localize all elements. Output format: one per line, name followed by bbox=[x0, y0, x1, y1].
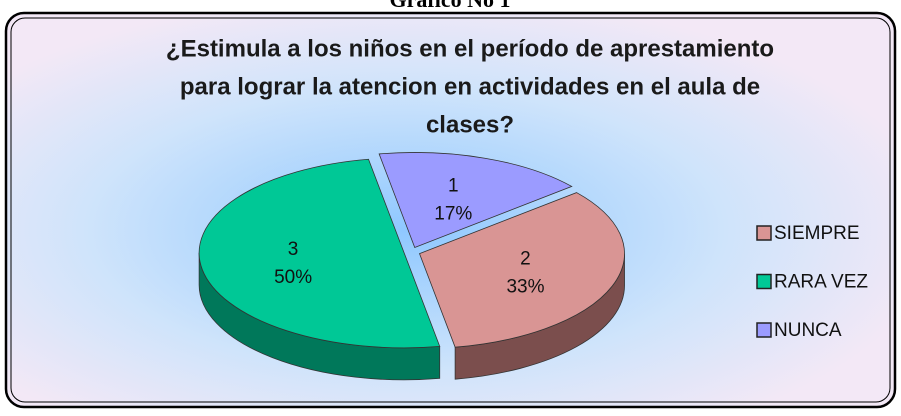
slice bbox=[419, 192, 625, 348]
slice-value-label: 3 bbox=[288, 239, 299, 260]
title-line: clases? bbox=[426, 111, 514, 138]
heading: Gráfico No 1 bbox=[390, 0, 511, 12]
title-line: para lograr la atencion en actividades e… bbox=[180, 73, 760, 100]
legend-swatch bbox=[756, 225, 772, 241]
legend-swatch bbox=[756, 322, 772, 338]
slice bbox=[199, 158, 441, 349]
legend-label: RARA VEZ bbox=[774, 272, 868, 293]
slice-value-label: 2 bbox=[520, 249, 531, 270]
slice-percent-label: 50% bbox=[274, 267, 312, 288]
legend-label: SIEMPRE bbox=[774, 223, 860, 244]
chart-frame-inner bbox=[10, 17, 891, 403]
legend-swatch bbox=[756, 273, 772, 290]
slice bbox=[378, 152, 573, 249]
title-line: ¿Estimula a los niños en el período de a… bbox=[166, 35, 774, 62]
legend-label: NUNCA bbox=[774, 320, 842, 341]
slice-percent-label: 33% bbox=[506, 277, 544, 298]
slice-percent-label: 17% bbox=[434, 203, 472, 224]
slice-value-label: 1 bbox=[448, 175, 459, 196]
chart-title: ¿Estimula a los niños en el período de a… bbox=[166, 35, 774, 138]
